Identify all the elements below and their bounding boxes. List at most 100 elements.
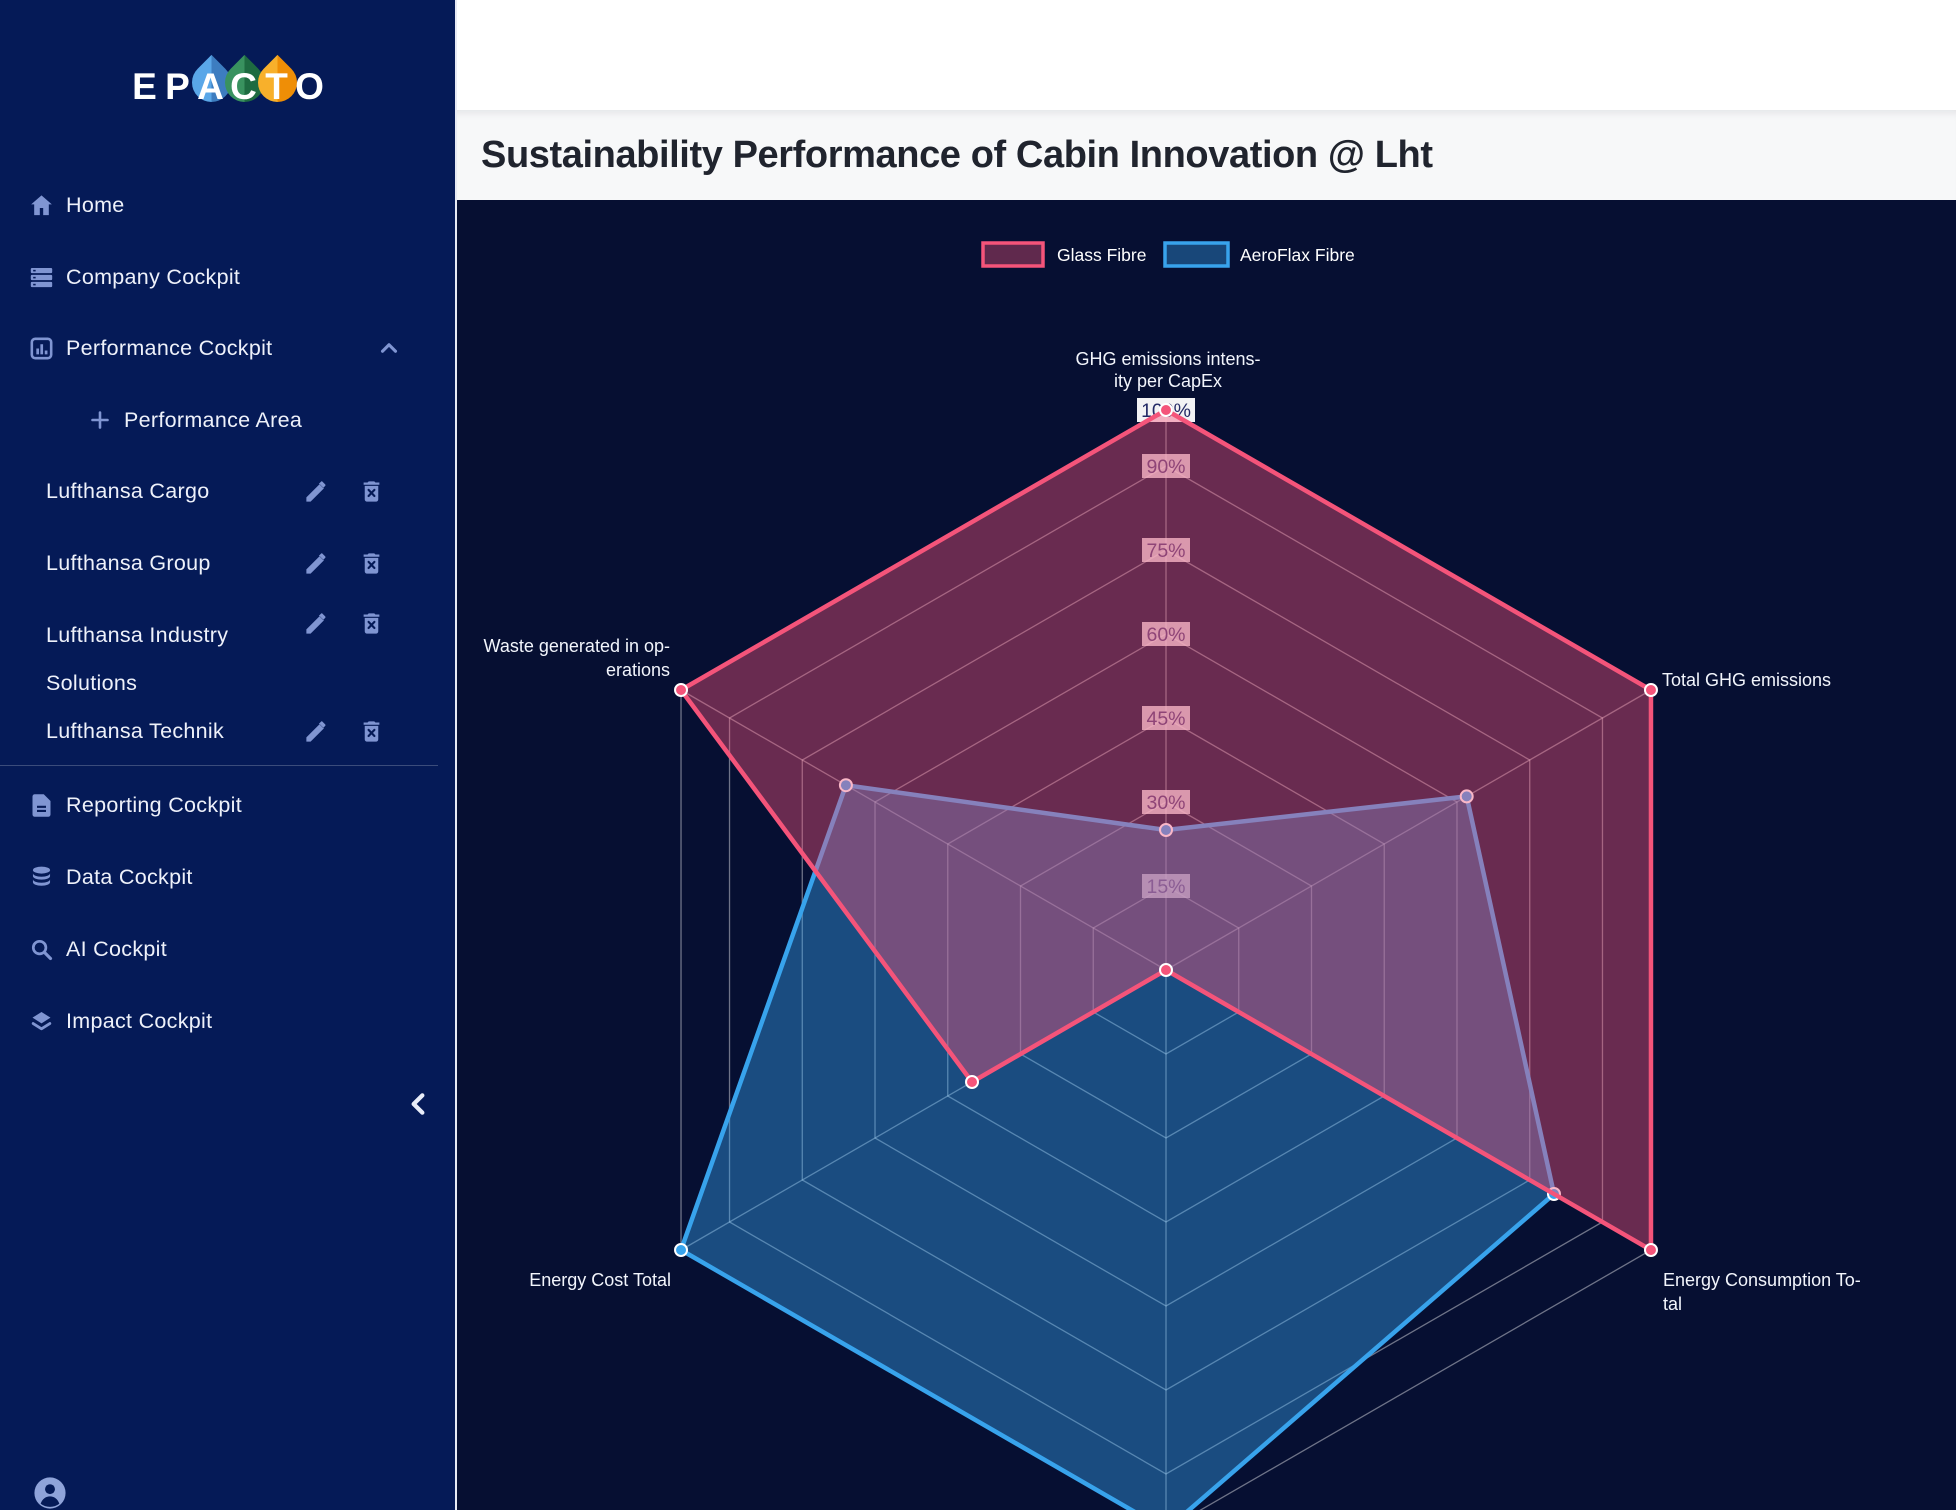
logo-letter-char: O — [295, 66, 325, 107]
grid-spoke — [1165, 689, 1652, 971]
tick-chip — [1142, 538, 1190, 562]
logo-letter-char: C — [230, 66, 258, 107]
reporting-cockpit-icon — [28, 792, 55, 819]
radar-axis-labels: GHG emissions intens-ity per CapEx Total … — [484, 349, 1861, 1314]
trash-icon[interactable] — [358, 718, 385, 745]
data-point-glass-fibre[interactable] — [965, 1075, 980, 1089]
axis-label: Energy Cost Total — [529, 1270, 671, 1290]
page-header: Sustainability Performance of Cabin Inno… — [457, 110, 1956, 200]
sidebar-item-lufthansa-technik[interactable]: Lufthansa Technik — [0, 695, 455, 767]
chevron-up-icon[interactable] — [376, 335, 402, 361]
sidebar-item-label: AI Cockpit — [66, 936, 167, 961]
sidebar-item-performance-area[interactable]: Performance Area — [0, 384, 455, 456]
sidebar-item-label: Company Cockpit — [66, 264, 241, 289]
radar-chart-area: 100%90%75%60%45%30%15%GHG emissions inte… — [457, 200, 1956, 1510]
pencil-icon[interactable] — [303, 550, 330, 577]
trash-icon[interactable] — [358, 610, 385, 637]
data-point-glass-fibre[interactable] — [674, 683, 689, 697]
logo-letter: A — [183, 54, 239, 119]
tick-label: 90% — [1146, 456, 1185, 478]
data-point-glass-fibre[interactable] — [1159, 403, 1173, 417]
logo-letter: P — [162, 55, 195, 119]
logo-letter-char: A — [197, 66, 225, 107]
data-point-glass-fibre[interactable] — [1643, 683, 1658, 697]
sidebar-item-performance-cockpit[interactable]: Performance Cockpit — [0, 312, 455, 384]
sidebar-collapse-button[interactable] — [403, 1088, 435, 1120]
sidebar-item-label: Lufthansa Cargo — [46, 479, 210, 503]
grid-ring — [1019, 801, 1313, 1139]
sidebar-item-label: Lufthansa Industry Solutions — [46, 623, 229, 695]
tick-label: 15% — [1146, 876, 1185, 898]
data-point-glass-fibre[interactable] — [1159, 963, 1173, 977]
sidebar-item-home[interactable]: Home — [0, 169, 455, 241]
axis-label: Waste generated in op-erations — [484, 636, 670, 680]
data-point-aeroflax-fibre[interactable] — [674, 1243, 689, 1257]
legend-swatch — [981, 241, 1045, 268]
data-point-aeroflax-fibre[interactable] — [1159, 823, 1173, 837]
data-point-glass-fibre[interactable] — [1643, 1243, 1658, 1257]
tick-chip — [1142, 454, 1190, 478]
pencil-icon[interactable] — [303, 610, 330, 637]
performance-cockpit-icon — [28, 335, 55, 362]
tick-chip — [1142, 874, 1190, 898]
data-point-aeroflax-fibre[interactable] — [1459, 789, 1474, 804]
pencil-icon[interactable] — [303, 718, 330, 745]
chart-legend: Glass Fibre AeroFlax Fibre — [981, 241, 1355, 268]
grid-ring — [728, 465, 1604, 1475]
logo-letter: C — [216, 54, 272, 119]
sidebar-item-label: Reporting Cockpit — [66, 792, 242, 817]
plus-icon — [88, 408, 112, 432]
sidebar-item-reporting-cockpit[interactable]: Reporting Cockpit — [0, 769, 455, 841]
grid-ring — [947, 717, 1385, 1223]
sidebar-item-data-cockpit[interactable]: Data Cockpit — [0, 841, 455, 913]
sidebar-item-label: Home — [66, 192, 125, 217]
grid-ring — [874, 633, 1458, 1307]
data-cockpit-icon — [28, 864, 55, 891]
sidebar-item-company-cockpit[interactable]: Company Cockpit — [0, 241, 455, 313]
impact-cockpit-icon — [28, 1008, 55, 1035]
logo-letter: T — [249, 54, 305, 119]
sidebar-item-label: Performance Cockpit — [66, 335, 273, 360]
legend-label: AeroFlax Fibre — [1240, 245, 1355, 265]
ai-cockpit-icon — [28, 936, 55, 963]
sidebar-item-ai-cockpit[interactable]: AI Cockpit — [0, 913, 455, 985]
sidebar-item-label: Impact Cockpit — [66, 1008, 213, 1033]
radar-chart: 100%90%75%60%45%30%15%GHG emissions inte… — [484, 241, 1861, 1510]
axis-label: GHG emissions intens-ity per CapEx — [1075, 349, 1260, 391]
series-glass-fibre — [674, 403, 1658, 1257]
sidebar-item-lufthansa-group[interactable]: Lufthansa Group — [0, 527, 455, 599]
axis-label: Total GHG emissions — [1662, 670, 1831, 690]
tick-chip — [1142, 706, 1190, 730]
data-point-aeroflax-fibre[interactable] — [838, 778, 853, 793]
home-icon — [28, 192, 55, 219]
grid-spoke — [680, 689, 1167, 971]
tick-chip — [1142, 790, 1190, 814]
grid-ring — [1092, 885, 1240, 1055]
sidebar-item-lufthansa-cargo[interactable]: Lufthansa Cargo — [0, 455, 455, 527]
sidebar-item-label: Lufthansa Technik — [46, 719, 225, 743]
grid-ring — [801, 549, 1531, 1391]
logo-letter: E — [129, 55, 162, 119]
sidebar-item-label: Data Cockpit — [66, 864, 193, 889]
pencil-icon[interactable] — [303, 478, 330, 505]
page-title: Sustainability Performance of Cabin Inno… — [481, 133, 1433, 176]
top-whitespace — [457, 0, 1956, 110]
legend-swatch — [1163, 241, 1230, 268]
sidebar-divider — [0, 765, 438, 766]
main-content: Sustainability Performance of Cabin Inno… — [457, 0, 1956, 1510]
company-cockpit-icon — [28, 264, 55, 291]
sidebar-item-label: Lufthansa Group — [46, 551, 211, 575]
legend-item-aeroflax-fibre[interactable]: AeroFlax Fibre — [1163, 241, 1355, 268]
logo-letter-char: P — [165, 66, 191, 107]
tick-chip — [1142, 622, 1190, 646]
user-avatar[interactable] — [33, 1476, 67, 1510]
logo-letter-char: E — [132, 66, 158, 107]
trash-icon[interactable] — [358, 550, 385, 577]
sidebar-item-lufthansa-industry-solutions[interactable]: Lufthansa Industry Solutions — [0, 599, 455, 719]
sidebar-item-impact-cockpit[interactable]: Impact Cockpit — [0, 985, 455, 1057]
logo-letter: O — [294, 55, 327, 119]
tick-label: 30% — [1146, 792, 1185, 814]
trash-icon[interactable] — [358, 478, 385, 505]
legend-item-glass-fibre[interactable]: Glass Fibre — [981, 241, 1146, 268]
